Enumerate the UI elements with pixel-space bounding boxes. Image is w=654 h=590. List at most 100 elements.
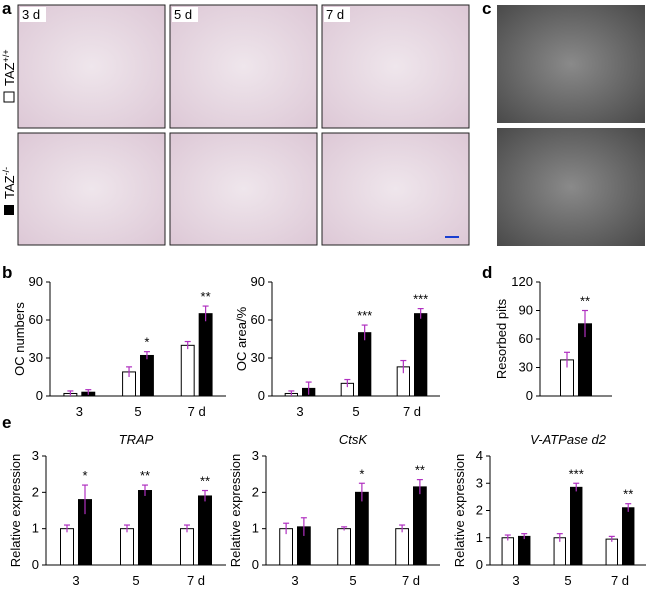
bar [605, 538, 618, 566]
significance: *** [413, 292, 428, 307]
y-tick-label: 60 [519, 331, 533, 346]
x-tick-label: 7 d [402, 573, 420, 588]
y-tick-label: 1 [252, 521, 259, 536]
day-label: 7 d [326, 7, 344, 22]
genotype-sup: +/+ [1, 49, 11, 62]
label-bg [324, 7, 350, 22]
bar [180, 528, 194, 566]
genotype-label: TAZ+/+ [1, 49, 17, 86]
y-tick-label: 1 [32, 521, 39, 536]
chart-title: TRAP [119, 432, 154, 447]
y-axis-label: Relative expression [228, 454, 243, 567]
bar [279, 528, 293, 566]
bar [180, 344, 195, 397]
sem-image [497, 128, 645, 246]
bar [570, 486, 583, 566]
y-tick-label: 90 [251, 274, 265, 289]
significance: * [144, 335, 149, 350]
panel-label: b [2, 263, 12, 282]
x-tick-label: 7 d [403, 404, 421, 419]
y-tick-label: 0 [32, 557, 39, 572]
bar [60, 528, 74, 566]
bar [198, 313, 213, 397]
day-label: 3 d [22, 7, 40, 22]
significance: ** [140, 468, 150, 483]
micrograph [321, 132, 470, 246]
bar [138, 490, 152, 566]
bar [413, 486, 427, 566]
y-tick-label: 0 [36, 388, 43, 403]
y-tick-label: 3 [32, 448, 39, 463]
significance: ** [201, 289, 211, 304]
micrograph [321, 4, 470, 129]
panel-label: a [2, 0, 12, 18]
chart-title: CtsK [339, 432, 369, 447]
bar [355, 491, 369, 566]
x-tick-label: 5 [352, 404, 359, 419]
genotype: TAZ [2, 62, 17, 86]
significance: ** [415, 463, 425, 478]
y-tick-label: 3 [476, 475, 483, 490]
y-tick-label: 0 [258, 388, 265, 403]
x-tick-label: 7 d [611, 573, 629, 588]
panel-label: c [482, 0, 491, 18]
significance: *** [357, 308, 372, 323]
x-tick-label: 3 [512, 573, 519, 588]
micrograph [169, 4, 318, 129]
genotype: TAZ [2, 175, 17, 199]
bar [414, 313, 428, 397]
y-axis-label: OC numbers [12, 302, 27, 376]
bar [198, 495, 212, 566]
bar [622, 507, 635, 566]
x-tick-label: 7 d [187, 573, 205, 588]
y-tick-label: 30 [519, 360, 533, 375]
significance: ** [623, 487, 633, 502]
x-tick-label: 5 [132, 573, 139, 588]
bar [518, 535, 531, 566]
y-tick-label: 0 [526, 388, 533, 403]
micrographs: 3 d 5 d 7 d TAZ+/+ TAZ-/- [1, 4, 645, 246]
bar [120, 528, 134, 566]
y-tick-label: 1 [476, 530, 483, 545]
significance: ** [580, 294, 590, 309]
x-tick-label: 3 [76, 404, 83, 419]
panel-label: e [2, 413, 11, 432]
bar [501, 537, 514, 566]
significance: * [82, 468, 87, 483]
bar [358, 332, 372, 397]
chart-title: V-ATPase d2 [530, 432, 607, 447]
label-bg [20, 7, 46, 22]
genotype-label: TAZ-/- [1, 167, 17, 199]
day-label: 5 d [174, 7, 192, 22]
y-tick-label: 0 [252, 557, 259, 572]
y-tick-label: 3 [252, 448, 259, 463]
genotype-sup: -/- [1, 167, 11, 176]
bar [395, 528, 409, 566]
y-tick-label: 0 [476, 557, 483, 572]
label-bg [172, 7, 198, 22]
x-tick-label: 5 [564, 573, 571, 588]
x-tick-label: 3 [72, 573, 79, 588]
legend-swatch [3, 91, 15, 103]
significance: ** [200, 474, 210, 489]
significance: *** [569, 466, 584, 481]
y-tick-label: 2 [32, 484, 39, 499]
sem-image [497, 5, 645, 123]
legend-swatch [4, 205, 14, 215]
y-tick-label: 60 [29, 312, 43, 327]
y-tick-label: 30 [251, 350, 265, 365]
micrograph [17, 132, 166, 246]
x-tick-label: 5 [349, 573, 356, 588]
micrograph [169, 132, 318, 246]
bar [140, 354, 154, 397]
y-tick-label: 60 [251, 312, 265, 327]
y-tick-label: 2 [252, 484, 259, 499]
bar [337, 528, 351, 566]
micrograph [17, 4, 166, 129]
x-tick-label: 3 [291, 573, 298, 588]
y-tick-label: 30 [29, 350, 43, 365]
x-tick-label: 5 [134, 404, 141, 419]
y-tick-label: 2 [476, 503, 483, 518]
x-tick-label: 3 [296, 404, 303, 419]
